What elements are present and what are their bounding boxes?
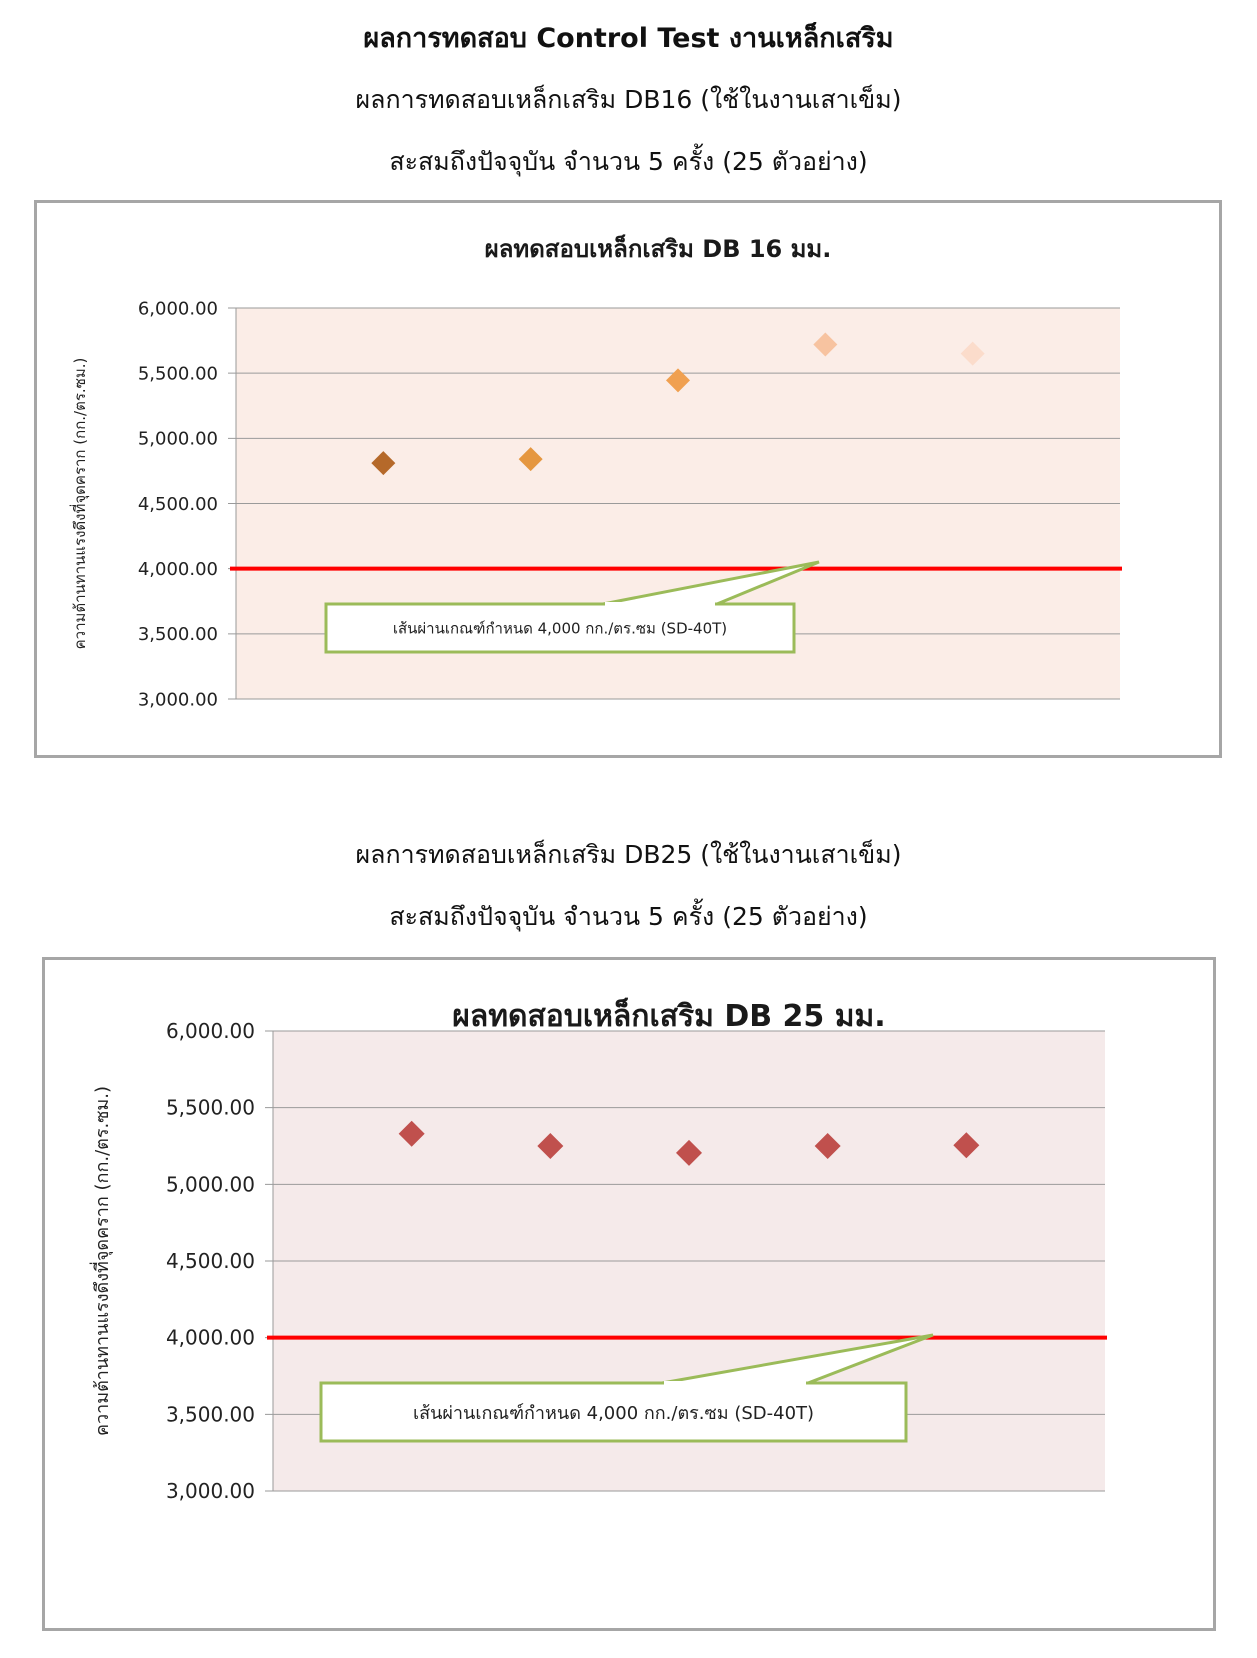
db16-subtitle: ผลการทดสอบเหล็กเสริม DB16 (ใช้ในงานเสาเข… (355, 85, 902, 114)
db25-chart: ผลทดสอบเหล็กเสริม DB 25 มม. 3,000.00 3,500… (42, 957, 1216, 1631)
db16-callout-box (324, 602, 796, 654)
db16-sample-count: สะสมถึงปัจจุบัน จำนวน 5 ครั้ง (25 ตัวอย่… (389, 147, 868, 176)
db16-y-tick-label: 6,000.00 (138, 298, 218, 319)
db16-data-point (666, 368, 690, 393)
db25-y-tick-label: 5,000.00 (166, 1172, 255, 1196)
db16-chart-title: ผลทดสอบเหล็กเสริม DB 16 มม. (485, 234, 832, 263)
db25-sample-count: สะสมถึงปัจจุบัน จำนวน 5 ครั้ง (25 ตัวอย่… (389, 902, 868, 931)
db16-y-tick-label: 5,500.00 (138, 363, 218, 384)
db25-y-tick-label: 6,000.00 (166, 1019, 255, 1043)
page-title: ผลการทดสอบ Control Test งานเหล็กเสริม (363, 23, 894, 54)
db25-chart-svg: ผลทดสอบเหล็กเสริม DB 25 มม. 3,000.00 3,500… (89, 997, 1107, 1503)
db25-y-axis-label: ความต้านทานแรงดึงที่จุดคราก (กก./ตร.ซม.) (89, 1086, 113, 1436)
db25-y-tick-label: 4,000.00 (166, 1326, 255, 1350)
db16-data-point (371, 451, 396, 476)
db25-threshold-label: เส้นผ่านเกณฑ์กำหนด 4,000 กก./ตร.ซม (SD-4… (413, 1403, 814, 1424)
db25-data-point (814, 1133, 841, 1159)
db16-data-point (518, 447, 543, 472)
db25-chart-title: ผลทดสอบเหล็กเสริม DB 25 มม. (452, 997, 885, 1034)
db16-data-point (813, 332, 838, 357)
db25-y-tick-label: 3,500.00 (166, 1402, 255, 1426)
db16-y-tick-label: 3,500.00 (138, 624, 218, 645)
db25-data-point (537, 1133, 564, 1159)
db16-chart-svg: ผลทดสอบเหล็กเสริม DB 16 มม. 3,000.00 3,500… (69, 234, 1122, 710)
db25-data-point (953, 1132, 980, 1159)
db25-data-point (676, 1139, 702, 1166)
db25-subtitle: ผลการทดสอบเหล็กเสริม DB25 (ใช้ในงานเสาเข… (355, 840, 902, 869)
db16-y-tick-label: 4,000.00 (138, 559, 218, 580)
db25-y-tick-label: 4,500.00 (166, 1249, 255, 1273)
db25-callout-box (319, 1381, 908, 1443)
db16-data-point (960, 341, 985, 366)
db16-y-tick-label: 4,500.00 (138, 494, 218, 515)
db16-y-tick-label: 5,000.00 (138, 429, 218, 450)
db25-y-tick-label: 3,000.00 (166, 1479, 255, 1503)
db25-y-tick-label: 5,500.00 (166, 1096, 255, 1120)
db16-y-tick-label: 3,000.00 (138, 689, 218, 710)
db16-y-axis-label: ความต้านทานแรงดึงที่จุดคราก (กก./ตร.ซม.) (69, 358, 90, 650)
db16-threshold-label: เส้นผ่านเกณฑ์กำหนด 4,000 กก./ตร.ซม (SD-4… (393, 620, 727, 638)
db16-chart: ผลทดสอบเหล็กเสริม DB 16 มม. 3,000.00 3,500… (34, 200, 1222, 758)
db25-data-point (398, 1120, 425, 1147)
